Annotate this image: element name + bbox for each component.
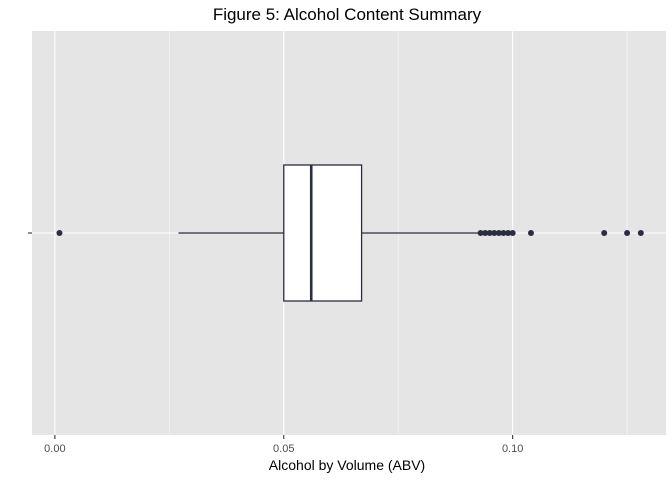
x-axis-title: Alcohol by Volume (ABV): [269, 457, 425, 473]
outlier-point: [482, 230, 489, 236]
outlier-point: [509, 230, 516, 236]
x-tick-label: 0.10: [502, 443, 523, 455]
outlier-point: [56, 230, 63, 236]
outlier-point: [601, 230, 608, 236]
outlier-point: [495, 230, 502, 236]
chart-title: Figure 5: Alcohol Content Summary: [213, 5, 482, 24]
outlier-point: [477, 230, 484, 236]
outlier-point: [500, 230, 507, 236]
outlier-point: [637, 230, 644, 236]
interquartile-box: [283, 164, 363, 302]
x-tick-label: 0.05: [273, 443, 294, 455]
outlier-point: [505, 230, 512, 236]
x-tick-label: 0.00: [44, 443, 65, 455]
outlier-point: [527, 230, 534, 236]
outlier-point: [624, 230, 631, 236]
boxplot-marks: [56, 164, 644, 302]
outlier-point: [486, 230, 493, 236]
x-axis: 0.00 0.05 0.10: [44, 435, 523, 455]
outlier-point: [491, 230, 498, 236]
